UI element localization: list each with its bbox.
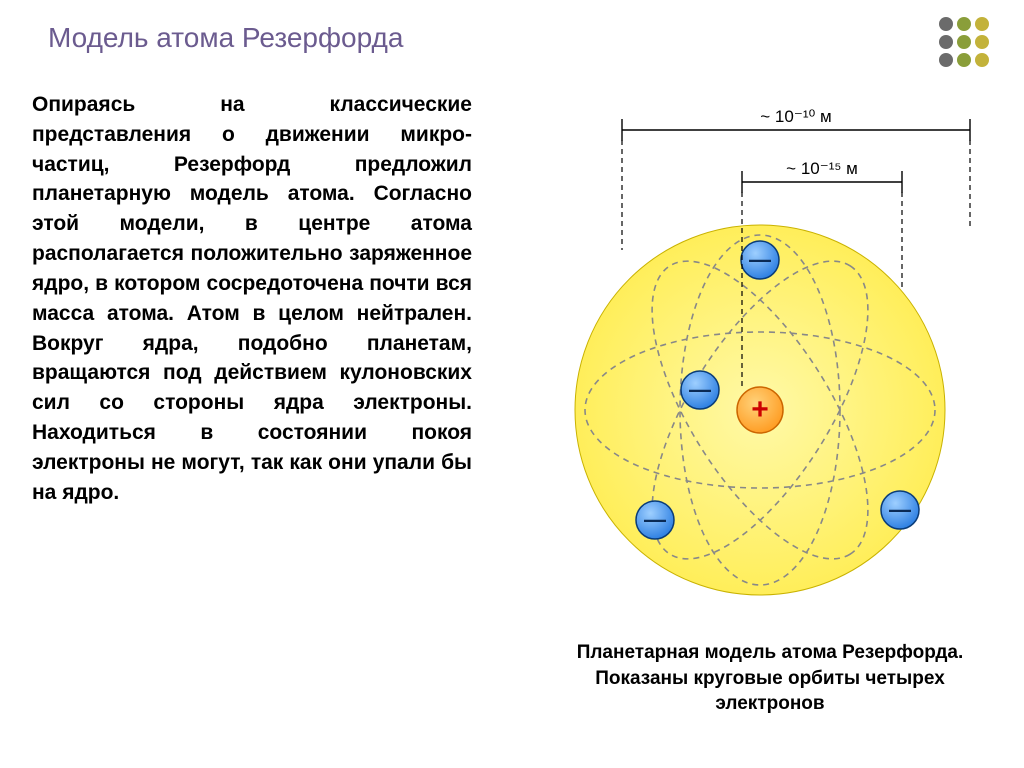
caption-line-2: Показаны круговые орбиты четырех электро… (570, 666, 970, 717)
diagram-caption: Планетарная модель атома Резерфорда. Пок… (570, 640, 970, 717)
svg-text:—: — (889, 497, 911, 522)
svg-text:~ 10⁻¹⁰ м: ~ 10⁻¹⁰ м (760, 107, 831, 126)
svg-text:—: — (644, 507, 666, 532)
page-title: Модель атома Резерфорда (48, 22, 403, 54)
body-paragraph: Опираясь на классические представления о… (32, 90, 472, 507)
svg-text:~ 10⁻¹⁵ м: ~ 10⁻¹⁵ м (786, 159, 858, 178)
svg-text:—: — (749, 247, 771, 272)
slide-bullets-decoration (936, 14, 1006, 84)
caption-line-1: Планетарная модель атома Резерфорда. (570, 640, 970, 666)
svg-text:+: + (751, 393, 769, 426)
svg-text:—: — (689, 377, 711, 402)
atom-diagram: + — — — — ~ 10⁻¹⁰ м ~ 10⁻¹⁵ м (530, 90, 990, 610)
